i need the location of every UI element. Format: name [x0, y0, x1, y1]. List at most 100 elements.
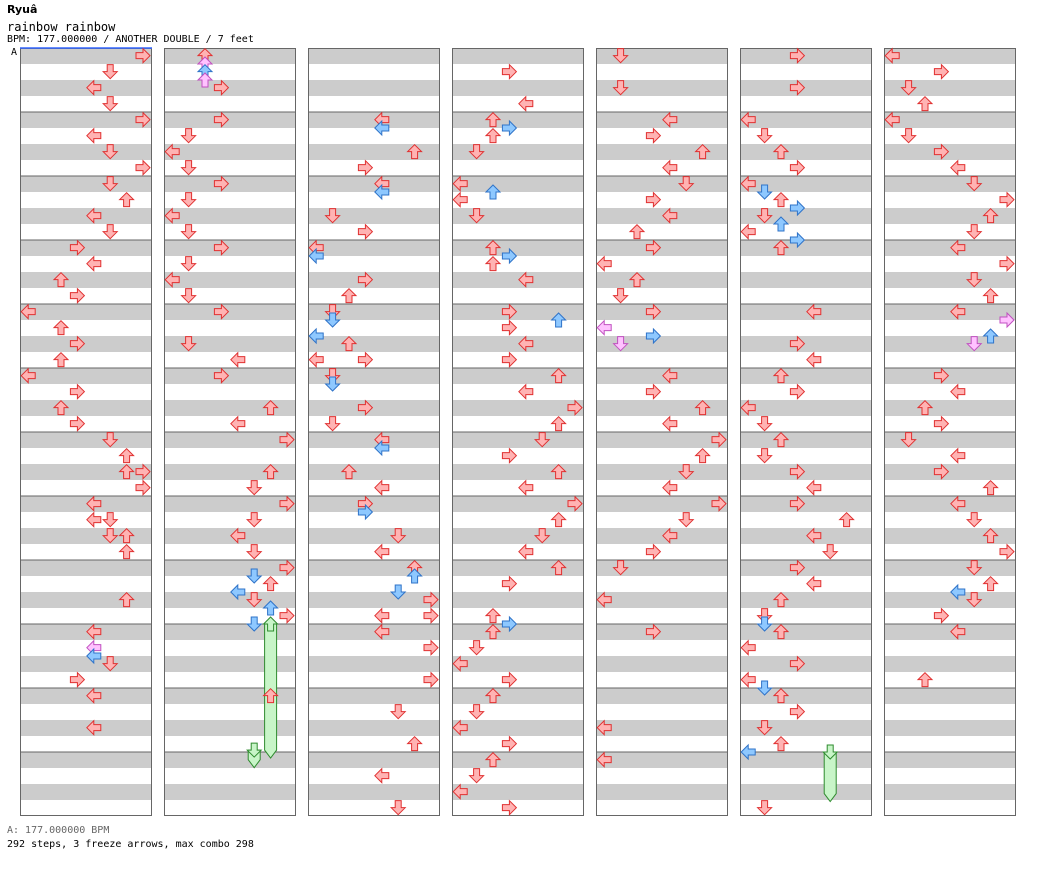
beat-stripe — [164, 784, 296, 800]
step-arrow — [645, 303, 662, 320]
step-arrow — [950, 159, 966, 176]
step-arrow — [340, 335, 358, 352]
step-arrow — [933, 367, 950, 384]
chart-stats: 292 steps, 3 freeze arrows, max combo 29… — [7, 839, 254, 850]
step-arrow — [628, 271, 646, 288]
step-arrow — [662, 415, 678, 432]
beat-stripe — [164, 112, 296, 128]
step-arrow — [772, 216, 790, 232]
step-arrow — [484, 687, 502, 704]
beat-stripe — [740, 656, 872, 672]
beat-stripe — [596, 112, 728, 128]
song-title: rainbow rainbow — [7, 20, 116, 34]
beat-stripe — [308, 464, 440, 480]
beat-stripe — [20, 464, 152, 480]
beat-stripe — [164, 752, 296, 768]
step-arrow — [501, 119, 518, 137]
beat-stripe — [20, 48, 152, 64]
step-arrow — [180, 288, 197, 304]
step-arrow — [501, 735, 518, 752]
step-arrow — [838, 511, 855, 528]
beat-stripe — [740, 336, 872, 352]
beat-stripe — [452, 240, 584, 256]
beat-stripe — [596, 208, 728, 224]
step-arrow — [756, 448, 773, 464]
beat-stripe — [20, 368, 152, 384]
beat-stripe — [452, 624, 584, 640]
step-arrow — [245, 592, 263, 608]
step-arrow — [694, 143, 711, 160]
beat-stripe — [164, 336, 296, 352]
step-arrow — [916, 399, 934, 416]
step-arrow — [789, 199, 806, 217]
step-arrow — [965, 224, 983, 240]
beat-stripe — [596, 624, 728, 640]
beat-stripe — [164, 144, 296, 160]
step-arrow — [999, 191, 1015, 208]
step-arrow — [677, 512, 695, 528]
step-arrow — [789, 463, 806, 480]
step-arrow — [245, 480, 263, 496]
beat-stripe — [308, 688, 440, 704]
beat-stripe — [596, 656, 728, 672]
beat-stripe — [20, 272, 152, 288]
beat-stripe — [884, 48, 1016, 64]
step-arrow — [772, 143, 790, 160]
step-arrow — [789, 383, 806, 400]
beat-stripe — [20, 336, 152, 352]
step-arrow — [101, 64, 119, 80]
column-frame — [884, 48, 1016, 816]
step-arrow — [662, 367, 678, 384]
chart-column-7 — [884, 48, 1016, 816]
step-arrow — [374, 767, 390, 784]
step-arrow — [406, 568, 423, 584]
beat-stripe — [596, 80, 728, 96]
beat-stripe — [452, 656, 584, 672]
step-arrow — [821, 544, 839, 560]
step-arrow — [612, 288, 629, 304]
step-arrow — [20, 303, 36, 320]
step-arrow — [550, 511, 567, 528]
step-arrow — [484, 623, 502, 640]
step-arrow — [389, 584, 407, 600]
beat-stripe — [884, 528, 1016, 544]
beat-stripe — [20, 176, 152, 192]
step-arrow — [711, 431, 727, 448]
step-arrow — [982, 328, 999, 344]
step-arrow — [982, 575, 999, 592]
step-arrow — [69, 671, 86, 688]
step-arrow — [965, 176, 983, 192]
beat-stripe — [164, 208, 296, 224]
beat-stripe — [596, 496, 728, 512]
step-arrow — [69, 415, 86, 432]
beat-stripe — [20, 752, 152, 768]
step-arrow — [52, 319, 70, 336]
step-arrow — [916, 671, 934, 688]
step-arrow — [213, 79, 230, 96]
step-arrow — [900, 80, 917, 96]
step-arrow — [789, 495, 806, 512]
step-arrow — [374, 479, 390, 496]
step-arrow — [999, 255, 1015, 272]
step-arrow — [596, 591, 612, 608]
beat-stripe — [308, 528, 440, 544]
step-arrow — [772, 367, 790, 384]
beat-stripe — [452, 208, 584, 224]
step-arrow — [806, 527, 822, 544]
beat-stripe — [740, 784, 872, 800]
beat-stripe — [596, 720, 728, 736]
step-arrow — [374, 119, 390, 137]
beat-stripe — [20, 112, 152, 128]
beat-stripe — [308, 304, 440, 320]
step-arrow — [567, 495, 583, 512]
step-arrow — [484, 255, 502, 272]
beat-stripe — [740, 432, 872, 448]
step-arrow — [340, 287, 358, 304]
chart-column-4 — [452, 48, 584, 816]
step-arrow — [452, 783, 468, 800]
step-arrow — [694, 447, 711, 464]
beat-stripe — [884, 496, 1016, 512]
step-arrow — [740, 399, 756, 416]
beat-stripe — [164, 720, 296, 736]
